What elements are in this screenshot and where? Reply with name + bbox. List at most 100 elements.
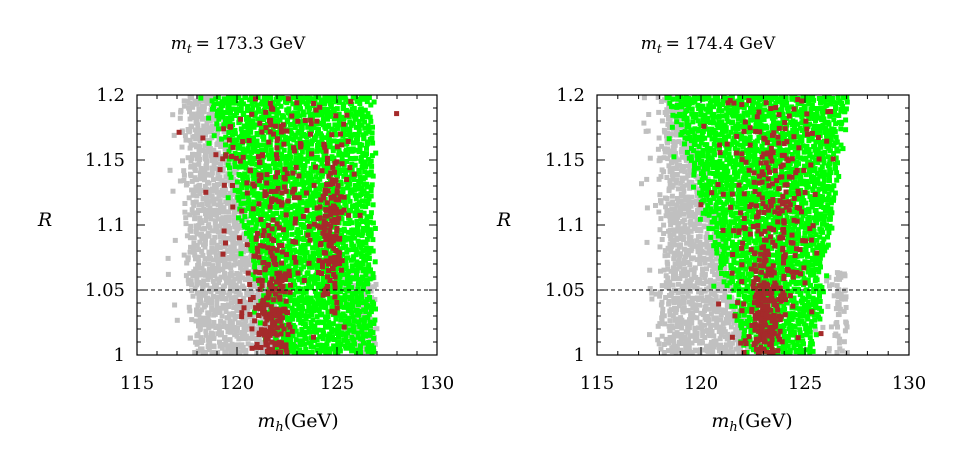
data-point — [364, 236, 370, 242]
data-point — [217, 287, 223, 292]
data-point — [807, 344, 813, 350]
data-point — [355, 330, 361, 336]
data-point — [738, 322, 744, 328]
data-point — [667, 312, 673, 318]
data-point — [787, 347, 793, 353]
data-point — [305, 198, 311, 204]
data-point — [686, 349, 692, 354]
data-point — [279, 267, 285, 273]
data-point — [778, 323, 784, 329]
data-point — [183, 221, 189, 227]
data-point — [706, 246, 712, 252]
data-point — [359, 203, 365, 209]
data-point — [334, 190, 340, 196]
data-point — [176, 129, 182, 135]
data-point — [838, 274, 844, 280]
data-point — [232, 159, 238, 165]
data-point — [345, 304, 351, 310]
data-point — [369, 135, 375, 141]
data-point — [705, 250, 711, 256]
data-point — [682, 334, 688, 340]
data-point — [309, 323, 315, 329]
data-point — [213, 253, 219, 259]
data-point — [310, 317, 316, 323]
data-point — [320, 327, 326, 333]
data-point — [294, 230, 300, 236]
data-point — [361, 159, 367, 165]
data-point — [301, 112, 307, 118]
data-point — [351, 299, 357, 305]
data-point — [270, 347, 275, 353]
series-red — [176, 96, 400, 355]
data-point — [345, 139, 351, 144]
data-point — [355, 136, 360, 142]
data-point — [193, 339, 199, 345]
data-point — [339, 156, 345, 162]
data-point — [671, 334, 677, 340]
data-point — [253, 269, 259, 275]
data-point — [688, 169, 694, 175]
data-point — [297, 342, 303, 348]
data-point — [234, 314, 239, 319]
data-point — [271, 131, 276, 137]
data-point — [709, 251, 715, 257]
data-point — [226, 130, 232, 135]
data-point — [293, 328, 299, 334]
data-point — [288, 122, 293, 127]
data-point — [208, 153, 214, 159]
data-point — [779, 346, 785, 352]
data-point — [207, 206, 213, 211]
data-point — [249, 237, 254, 242]
data-point — [364, 184, 370, 190]
data-point — [206, 143, 212, 149]
data-point — [685, 260, 691, 265]
data-point — [332, 294, 338, 300]
data-point — [328, 195, 334, 200]
data-point — [196, 279, 202, 285]
data-point — [356, 312, 362, 318]
data-point — [267, 332, 273, 338]
data-point — [254, 342, 260, 347]
data-point — [331, 186, 337, 192]
data-point — [354, 295, 360, 301]
data-point — [321, 298, 327, 304]
data-point — [342, 297, 347, 303]
data-point — [237, 151, 242, 157]
data-point — [351, 275, 356, 281]
data-point — [203, 233, 209, 239]
data-point — [690, 200, 695, 205]
data-point — [187, 270, 193, 276]
data-point — [323, 350, 329, 355]
data-point — [362, 239, 367, 245]
data-point — [323, 323, 328, 329]
data-point — [259, 114, 265, 120]
data-point — [799, 319, 805, 324]
data-point — [267, 214, 273, 220]
data-point — [269, 242, 275, 248]
data-point — [361, 317, 367, 323]
data-point — [328, 255, 334, 261]
data-point — [239, 330, 245, 335]
data-point — [284, 158, 290, 164]
data-point — [199, 231, 204, 237]
data-point — [706, 294, 712, 300]
data-point — [275, 185, 281, 191]
data-point — [215, 349, 221, 355]
data-point — [251, 176, 257, 182]
data-point — [320, 215, 326, 221]
data-point — [251, 192, 257, 198]
data-point — [658, 216, 664, 222]
data-point — [184, 181, 190, 186]
data-point — [809, 319, 815, 325]
data-point — [842, 328, 848, 334]
data-point — [261, 183, 266, 189]
data-point — [279, 278, 285, 283]
data-point — [189, 155, 195, 161]
data-point — [701, 255, 707, 261]
data-point — [670, 276, 676, 282]
data-point — [355, 229, 361, 235]
data-point — [335, 201, 341, 207]
data-point — [235, 145, 241, 151]
data-point — [254, 191, 260, 197]
data-point — [371, 348, 377, 354]
